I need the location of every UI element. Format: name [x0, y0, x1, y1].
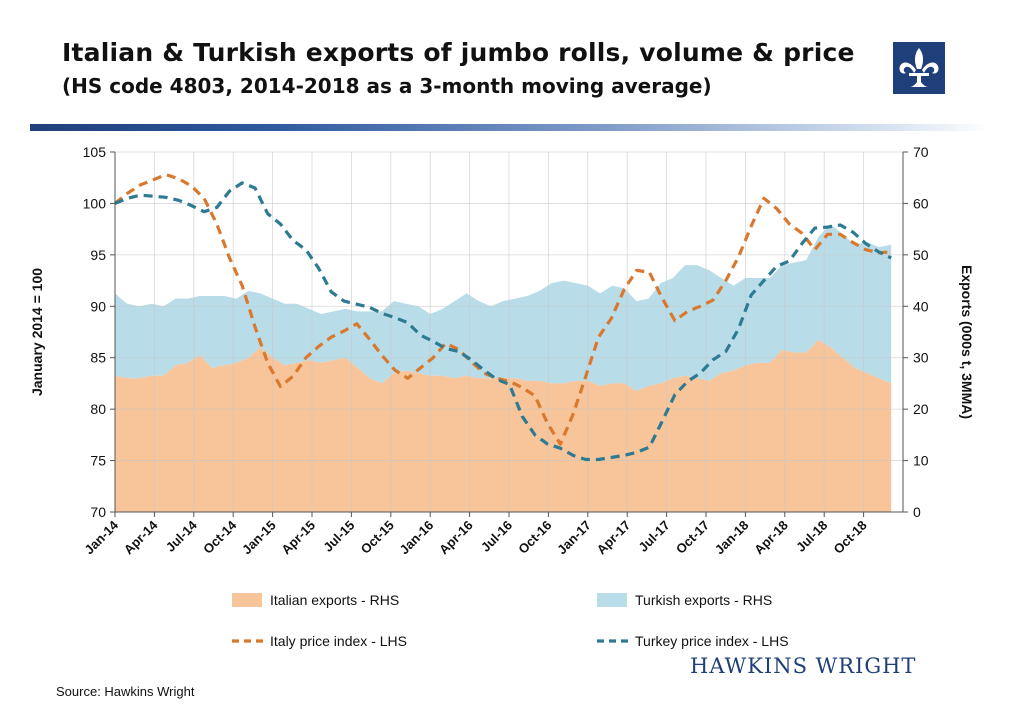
x-tick-label: Oct-14: [200, 517, 240, 557]
left-axis-title: January 2014 = 100: [29, 268, 45, 396]
x-tick-label: Oct-16: [515, 518, 554, 557]
right-tick-label: 30: [913, 350, 929, 366]
italy-price-index-line: [113, 173, 892, 446]
legend-label: Turkey price index - LHS: [635, 633, 789, 649]
right-tick-label: 50: [913, 247, 929, 263]
x-tick-label: Jan-15: [239, 518, 279, 558]
turkish-exports-area: [115, 224, 892, 392]
right-tick-label: 0: [913, 504, 921, 520]
legend-swatch: [597, 593, 627, 607]
x-tick-label: Jul-16: [478, 518, 515, 555]
x-tick-label: Jan-14: [81, 517, 121, 557]
x-tick-label: Oct-17: [673, 518, 712, 557]
x-tick-label: Jan-17: [554, 518, 594, 558]
title-rule: [30, 124, 990, 131]
legend-swatch: [232, 593, 262, 607]
left-tick-label: 100: [83, 195, 107, 211]
chart-subtitle: (HS code 4803, 2014-2018 as a 3-month mo…: [62, 74, 712, 98]
legend-turkey-price-index: Turkey price index - LHS: [597, 633, 789, 649]
italian-exports-area: [115, 339, 892, 512]
right-tick-label: 10: [913, 453, 929, 469]
x-tick-label: Jan-16: [397, 518, 437, 558]
x-tick-label: Oct-15: [358, 518, 397, 557]
x-tick-label: Apr-18: [751, 518, 791, 558]
x-tick-label: Apr-14: [121, 517, 161, 557]
legend: Italian exports - RHS Turkish exports - R…: [232, 592, 789, 649]
x-tick-label: Apr-17: [594, 518, 634, 558]
right-tick-label: 20: [913, 401, 929, 417]
chart-title: Italian & Turkish exports of jumbo rolls…: [62, 38, 855, 67]
left-tick-label: 80: [90, 401, 106, 417]
fleur-de-lis-logo: [893, 42, 945, 94]
legend-label: Italy price index - LHS: [270, 633, 407, 649]
left-tick-label: 105: [83, 144, 107, 160]
right-tick-label: 60: [913, 195, 929, 211]
left-tick-label: 85: [90, 350, 106, 366]
x-tick-label: Apr-16: [436, 518, 476, 558]
gridlines: [114, 151, 904, 513]
right-tick-label: 40: [913, 298, 929, 314]
left-tick-label: 95: [90, 247, 106, 263]
x-tick-label: Jul-17: [636, 518, 673, 555]
source-note: Source: Hawkins Wright: [56, 684, 195, 699]
left-tick-label: 75: [90, 453, 106, 469]
export-areas: [115, 224, 892, 512]
left-tick-label: 90: [90, 298, 106, 314]
legend-label: Turkish exports - RHS: [635, 592, 772, 608]
x-tick-label: Jul-14: [163, 517, 201, 555]
right-tick-label: 70: [913, 144, 929, 160]
price-lines: [113, 173, 892, 462]
turkey-price-index-line: [114, 181, 892, 462]
legend-label: Italian exports - RHS: [270, 592, 399, 608]
right-axis-title: Exports (000s t, 3MMA): [959, 265, 975, 419]
x-tick-label: Jul-15: [320, 518, 357, 555]
brand-wordmark: HAWKINS WRIGHT: [690, 654, 917, 678]
legend-turkish-exports: Turkish exports - RHS: [597, 592, 772, 608]
x-tick-label: Jul-18: [793, 518, 830, 555]
legend-italy-price-index: Italy price index - LHS: [232, 633, 407, 649]
left-tick-label: 70: [90, 504, 106, 520]
legend-italian-exports: Italian exports - RHS: [232, 592, 399, 608]
x-tick-label: Oct-18: [830, 518, 869, 557]
x-tick-label: Jan-18: [712, 518, 752, 558]
x-tick-label: Apr-15: [278, 518, 318, 558]
